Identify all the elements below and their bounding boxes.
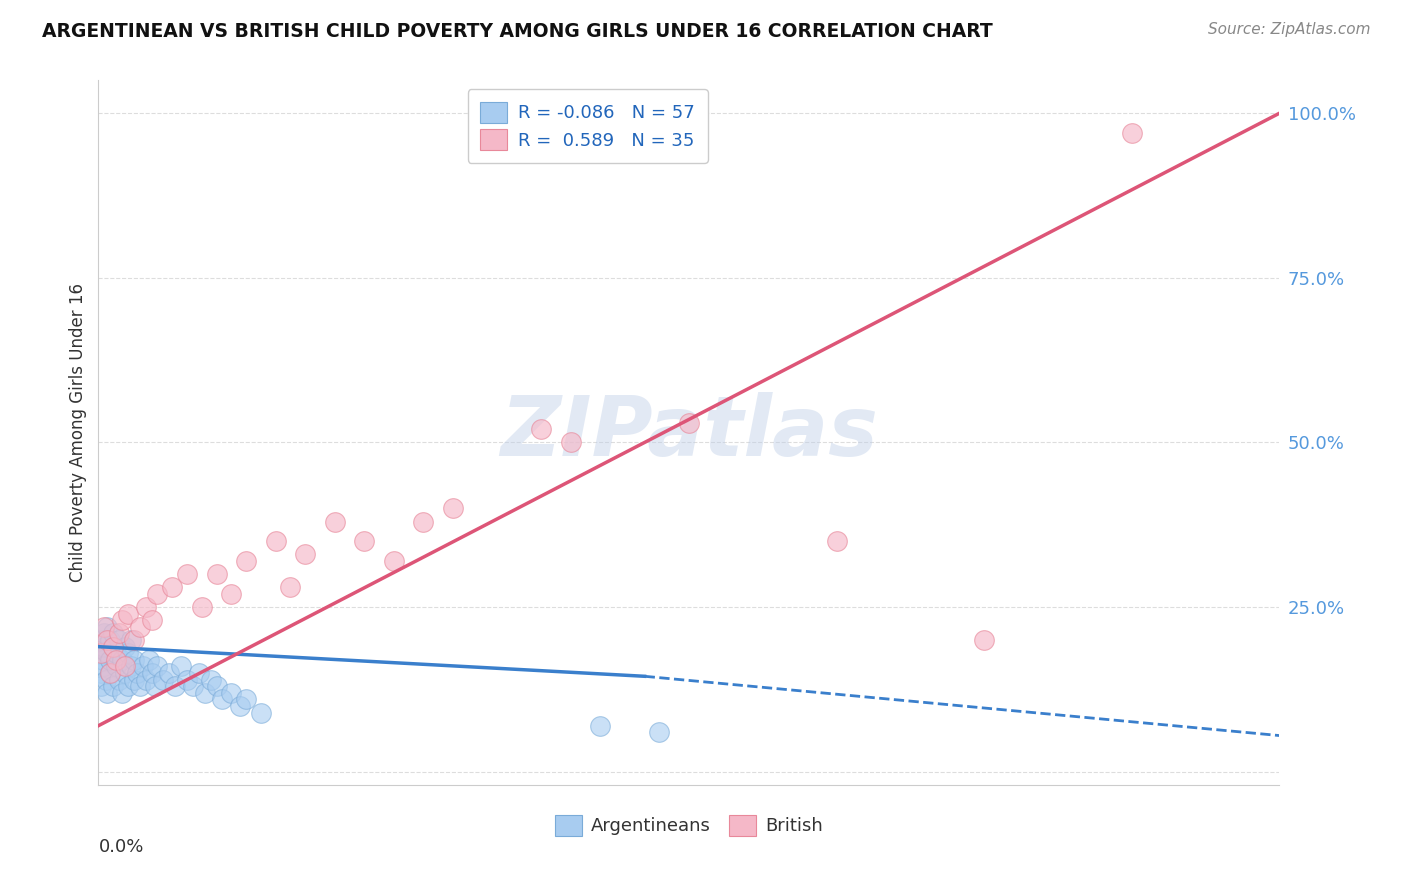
Point [122, 633, 145, 648]
Point [111, 653, 134, 667]
Point [165, 679, 187, 693]
Point [111, 686, 134, 700]
Point [135, 673, 157, 687]
Point [103, 626, 125, 640]
Point [96, 620, 118, 634]
Point [141, 665, 163, 680]
Point [90, 679, 112, 693]
Point [105, 653, 128, 667]
Point [91, 653, 114, 667]
Point [294, 548, 316, 562]
Point [187, 665, 209, 680]
Point [143, 679, 166, 693]
Point [412, 515, 434, 529]
Point [200, 673, 222, 687]
Point [264, 534, 287, 549]
Point [105, 659, 128, 673]
Point [229, 698, 252, 713]
Point [181, 679, 204, 693]
Point [94, 673, 117, 687]
Point [108, 633, 131, 648]
Point [93, 659, 115, 673]
Text: ARGENTINEAN VS BRITISH CHILD POVERTY AMONG GIRLS UNDER 16 CORRELATION CHART: ARGENTINEAN VS BRITISH CHILD POVERTY AMO… [42, 22, 993, 41]
Point [973, 633, 995, 648]
Point [157, 665, 180, 680]
Point [98, 633, 121, 648]
Point [221, 686, 243, 700]
Point [90, 646, 112, 660]
Point [89, 646, 111, 660]
Point [132, 659, 155, 673]
Point [560, 435, 582, 450]
Point [117, 679, 139, 693]
Point [98, 665, 121, 680]
Point [176, 567, 198, 582]
Point [194, 686, 217, 700]
Point [114, 640, 136, 654]
Point [235, 692, 257, 706]
Point [146, 587, 169, 601]
Point [98, 653, 121, 667]
Point [678, 416, 700, 430]
Point [138, 653, 160, 667]
Point [441, 501, 464, 516]
Point [128, 679, 150, 693]
Point [162, 581, 183, 595]
Point [114, 659, 136, 673]
Point [125, 665, 148, 680]
Point [250, 706, 273, 720]
Point [141, 613, 163, 627]
Point [353, 534, 375, 549]
Point [117, 607, 139, 621]
Point [221, 587, 243, 601]
Text: 0.0%: 0.0% [98, 838, 143, 855]
Legend: Argentineans, British: Argentineans, British [548, 807, 830, 843]
Point [1121, 126, 1143, 140]
Point [111, 613, 134, 627]
Point [96, 633, 118, 648]
Point [170, 659, 193, 673]
Point [117, 646, 139, 660]
Point [648, 725, 671, 739]
Point [108, 673, 131, 687]
Point [103, 640, 125, 654]
Point [280, 581, 302, 595]
Point [122, 653, 145, 667]
Text: Source: ZipAtlas.com: Source: ZipAtlas.com [1208, 22, 1371, 37]
Point [135, 600, 157, 615]
Point [93, 640, 115, 654]
Point [93, 626, 115, 640]
Point [191, 600, 214, 615]
Point [90, 665, 112, 680]
Point [205, 679, 228, 693]
Point [120, 633, 142, 648]
Point [176, 673, 198, 687]
Point [235, 554, 257, 568]
Point [96, 646, 118, 660]
Point [105, 646, 128, 660]
Point [90, 633, 112, 648]
Point [205, 567, 228, 582]
Text: ZIPatlas: ZIPatlas [501, 392, 877, 473]
Point [96, 686, 118, 700]
Point [323, 515, 346, 529]
Point [98, 665, 121, 680]
Point [146, 659, 169, 673]
Point [211, 692, 233, 706]
Point [103, 679, 125, 693]
Point [382, 554, 405, 568]
Point [128, 620, 150, 634]
Point [108, 626, 131, 640]
Point [589, 719, 612, 733]
Point [122, 673, 145, 687]
Point [114, 665, 136, 680]
Point [93, 620, 115, 634]
Point [103, 640, 125, 654]
Point [530, 422, 553, 436]
Point [120, 659, 142, 673]
Point [152, 673, 174, 687]
Y-axis label: Child Poverty Among Girls Under 16: Child Poverty Among Girls Under 16 [69, 283, 87, 582]
Point [825, 534, 848, 549]
